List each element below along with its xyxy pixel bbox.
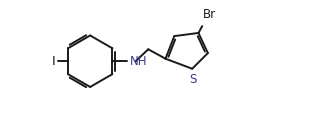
- Text: Br: Br: [203, 8, 216, 21]
- Text: NH: NH: [129, 55, 147, 68]
- Text: I: I: [52, 55, 56, 68]
- Text: S: S: [189, 73, 197, 86]
